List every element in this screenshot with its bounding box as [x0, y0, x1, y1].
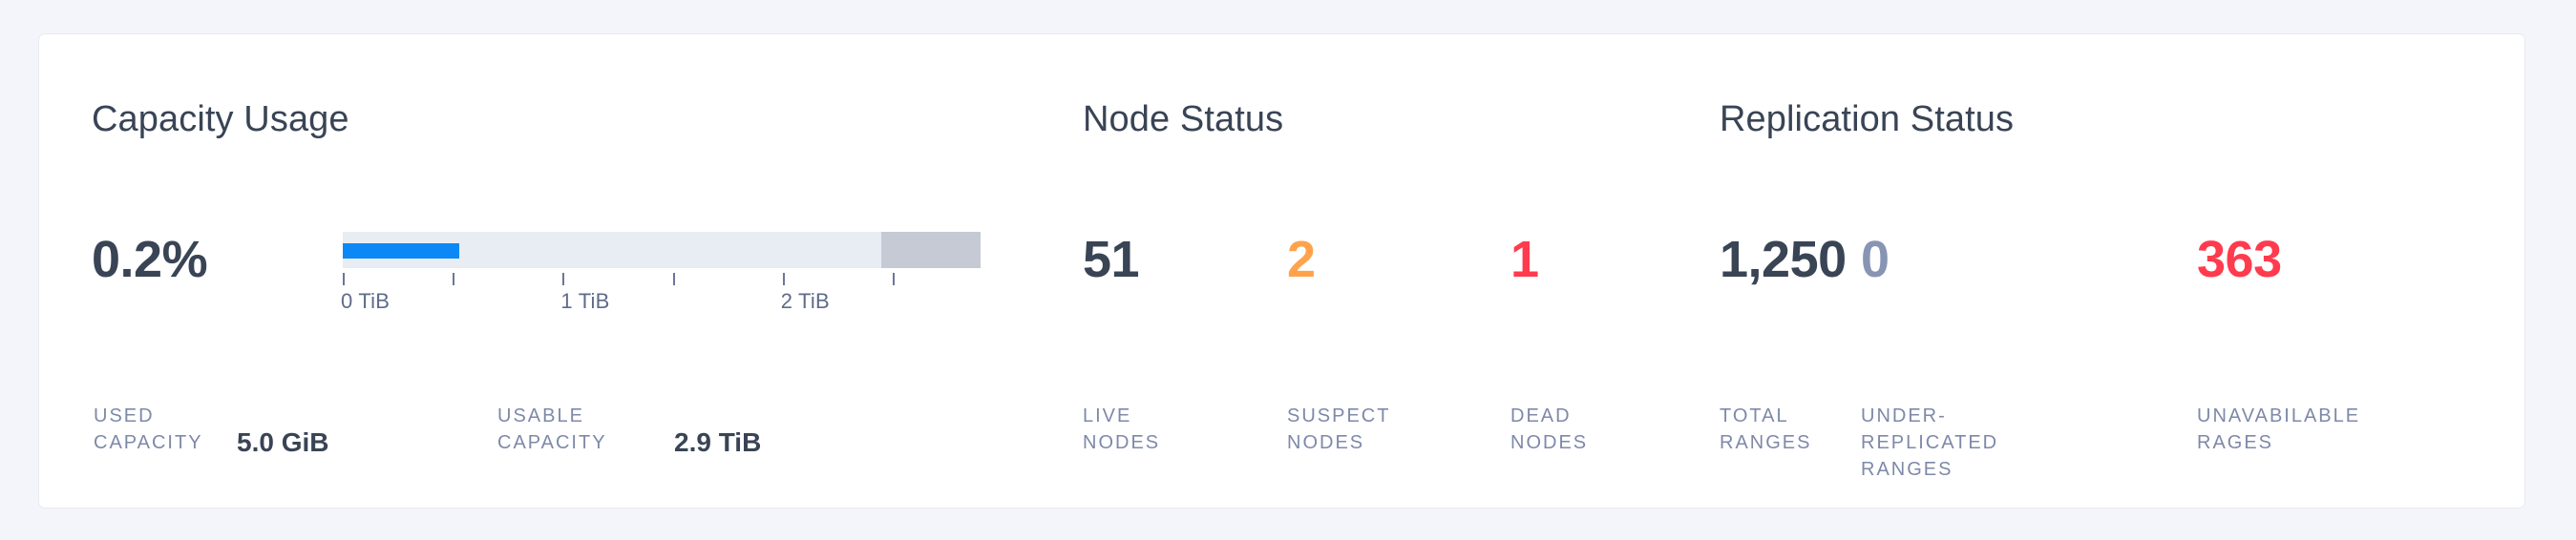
node-status-title: Node Status	[1083, 99, 1284, 139]
usable-capacity-metric: USABLE CAPACITY 2.9 TiB	[497, 403, 761, 457]
capacity-usage-chart: 0 TiB 1 TiB 2 TiB	[341, 232, 981, 319]
capacity-usage-section: Capacity Usage 0.2% 0 TiB 1 TiB 2 TiB USED…	[92, 34, 1046, 508]
unavailable-ranges-value: 363	[2197, 231, 2282, 288]
capacity-axis-tick	[343, 273, 345, 285]
capacity-bar-axis: 0 TiB 1 TiB 2 TiB	[341, 273, 981, 319]
under-replicated-ranges-label: UNDER- REPLICATED RANGES	[1861, 405, 1999, 480]
capacity-bar-used-fill	[343, 243, 459, 259]
live-nodes-value: 51	[1083, 231, 1140, 288]
replication-status-title: Replication Status	[1720, 99, 2015, 139]
replication-status-section: Replication Status 1,250 TOTAL RANGES 0 …	[1720, 34, 2526, 508]
capacity-bar-track	[343, 232, 981, 268]
total-ranges-metric: TOTAL RANGES	[1720, 403, 1811, 456]
capacity-axis-tick-label: 1 TiB	[560, 289, 610, 313]
under-replicated-ranges-value: 0	[1861, 231, 1890, 288]
capacity-axis-tick	[782, 273, 785, 285]
used-capacity-metric: USED CAPACITY 5.0 GiB	[94, 403, 328, 457]
capacity-axis-tick-label: 0 TiB	[341, 289, 391, 313]
capacity-usage-title: Capacity Usage	[92, 99, 349, 139]
cluster-summary-card: Capacity Usage 0.2% 0 TiB 1 TiB 2 TiB USED…	[38, 33, 2525, 509]
total-ranges-value: 1,250	[1720, 231, 1847, 288]
suspect-nodes-metric: SUSPECT NODES	[1287, 403, 1390, 456]
under-replicated-ranges-metric: UNDER- REPLICATED RANGES	[1861, 403, 1998, 483]
suspect-nodes-label: SUSPECT NODES	[1287, 405, 1391, 453]
capacity-axis-tick-label: 2 TiB	[780, 289, 830, 313]
used-capacity-label: USED CAPACITY	[94, 405, 203, 453]
usable-capacity-value: 2.9 TiB	[674, 427, 762, 457]
capacity-axis-tick	[672, 273, 675, 285]
capacity-axis-tick	[562, 273, 565, 285]
capacity-axis-tick	[892, 273, 895, 285]
unavailable-ranges-metric: UNAVABILABLE RAGES	[2197, 403, 2360, 456]
live-nodes-metric: LIVE NODES	[1083, 403, 1160, 456]
live-nodes-label: LIVE NODES	[1083, 405, 1161, 453]
dead-nodes-metric: DEAD NODES	[1510, 403, 1588, 456]
dead-nodes-value: 1	[1510, 231, 1539, 288]
capacity-percent-value: 0.2%	[92, 231, 208, 288]
total-ranges-label: TOTAL RANGES	[1720, 405, 1812, 453]
node-status-section: Node Status 51 LIVE NODES 2 SUSPECT NODE…	[1083, 34, 1751, 508]
unavailable-ranges-label: UNAVABILABLE RAGES	[2197, 405, 2361, 453]
capacity-bar-unusable-segment	[881, 232, 981, 268]
dead-nodes-label: DEAD NODES	[1510, 405, 1589, 453]
suspect-nodes-value: 2	[1287, 231, 1316, 288]
used-capacity-value: 5.0 GiB	[237, 427, 329, 457]
capacity-axis-tick	[453, 273, 455, 285]
usable-capacity-label: USABLE CAPACITY	[497, 405, 607, 453]
